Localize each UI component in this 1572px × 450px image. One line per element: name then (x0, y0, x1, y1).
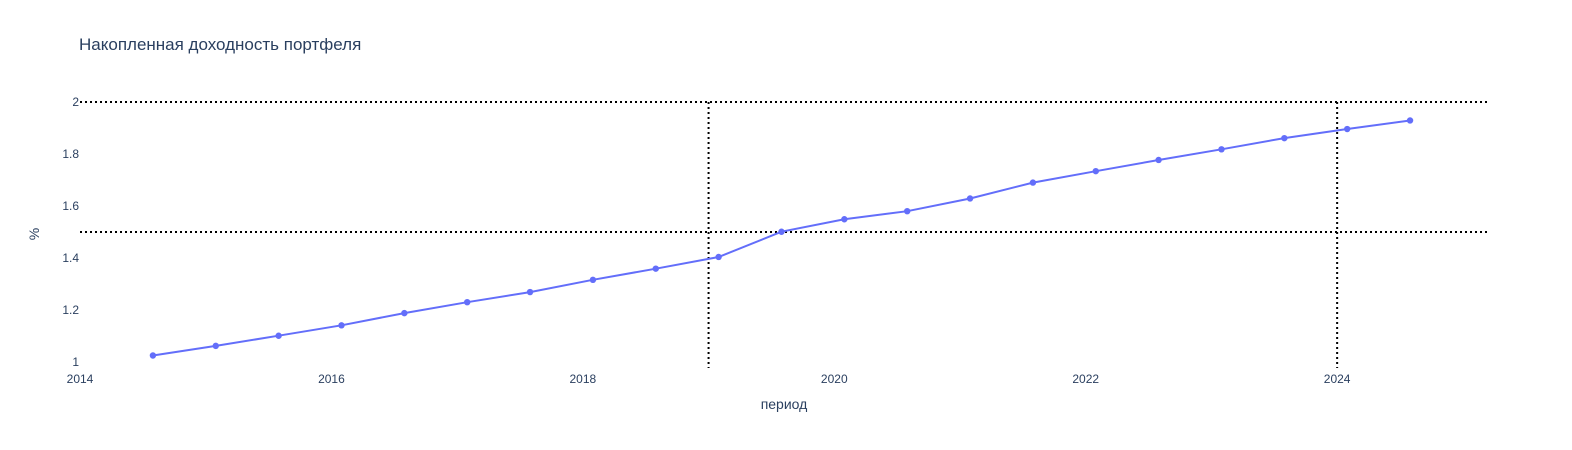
data-point (1218, 146, 1225, 153)
data-point (778, 228, 785, 235)
data-point (1344, 125, 1351, 133)
x-tick-label: 2018 (570, 372, 597, 386)
data-point (589, 276, 597, 284)
data-point (526, 288, 534, 296)
y-axis-ticks: 1 1.2 1.4 1.6 1.8 2 (62, 95, 79, 369)
data-point (149, 352, 157, 359)
data-point (464, 299, 471, 306)
y-tick-label: 1 (72, 355, 79, 369)
x-tick-label: 2022 (1072, 372, 1099, 386)
x-tick-label: 2020 (821, 372, 848, 386)
data-point (715, 253, 722, 261)
data-point (841, 216, 848, 223)
series-layer (149, 117, 1414, 359)
data-point (1155, 156, 1162, 164)
data-point (1029, 179, 1037, 186)
data-point (212, 342, 219, 350)
data-point (1281, 134, 1288, 142)
y-tick-label: 2 (72, 95, 79, 109)
data-point (904, 208, 911, 215)
data-point (1092, 167, 1099, 175)
x-tick-label: 2024 (1324, 372, 1351, 386)
data-point (401, 309, 408, 317)
x-axis-ticks: 2014 2016 2018 2020 2022 2024 (67, 372, 1351, 386)
x-tick-label: 2014 (67, 372, 94, 386)
x-tick-label: 2016 (318, 372, 345, 386)
chart-title: Накопленная доходность портфеля (79, 35, 361, 54)
data-point (966, 195, 974, 202)
reference-lines (80, 101, 1488, 368)
y-axis-label: % (26, 228, 42, 240)
data-point (1406, 117, 1414, 124)
data-point (652, 265, 659, 272)
y-tick-label: 1.6 (62, 199, 79, 213)
data-point (338, 322, 345, 329)
y-tick-label: 1.8 (62, 147, 79, 161)
y-tick-label: 1.4 (62, 251, 79, 265)
x-axis-label: период (761, 396, 808, 412)
data-point (275, 332, 282, 339)
y-tick-label: 1.2 (62, 303, 79, 317)
